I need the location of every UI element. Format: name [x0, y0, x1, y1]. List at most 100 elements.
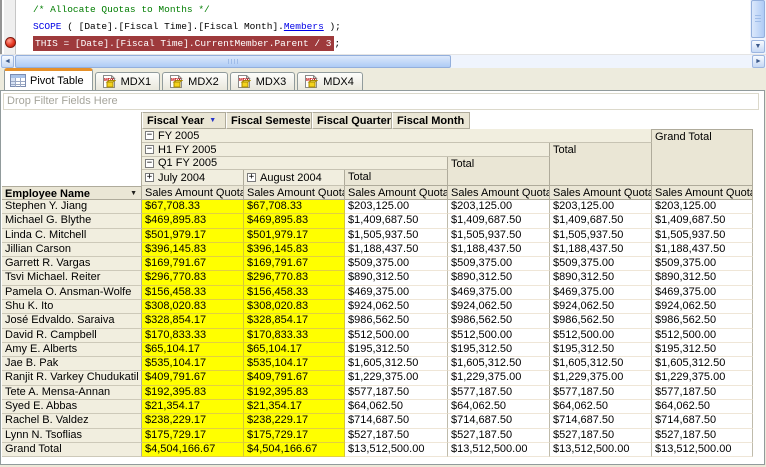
quota-cell[interactable]: $13,512,500.00 [448, 442, 550, 458]
column-member-q1fy2005[interactable]: − Q1 FY 2005 [142, 157, 448, 170]
quota-cell[interactable]: $67,708.33 [244, 200, 345, 215]
quota-cell[interactable]: $469,375.00 [448, 285, 550, 300]
quota-cell[interactable]: $1,505,937.50 [550, 228, 652, 243]
quota-cell[interactable]: $1,188,437.50 [652, 242, 753, 258]
row-header-employee-name[interactable]: Employee Name ▼ [2, 186, 142, 200]
quota-cell[interactable]: $175,729.17 [142, 428, 244, 443]
quota-cell[interactable]: $13,512,500.00 [550, 442, 652, 458]
scroll-right-button[interactable]: ► [752, 55, 765, 68]
quota-cell[interactable]: $577,187.50 [345, 385, 448, 400]
collapse-icon[interactable]: − [145, 144, 154, 154]
employee-row-label[interactable]: Syed E. Abbas [2, 399, 142, 415]
quota-cell[interactable]: $501,979.17 [142, 228, 244, 243]
grand-total-header[interactable]: Grand Total [652, 129, 753, 186]
quota-cell[interactable]: $469,375.00 [652, 285, 753, 300]
employee-row-label[interactable]: Jillian Carson [2, 242, 142, 258]
quota-cell[interactable]: $469,375.00 [345, 285, 448, 300]
quota-cell[interactable]: $64,062.50 [550, 399, 652, 415]
quota-cell[interactable]: $1,188,437.50 [550, 242, 652, 258]
quota-cell[interactable]: $156,458.33 [244, 285, 345, 300]
quota-cell[interactable]: $890,312.50 [345, 271, 448, 286]
quota-cell[interactable]: $1,605,312.50 [448, 357, 550, 372]
quota-cell[interactable]: $1,605,312.50 [652, 357, 753, 372]
field-button-fiscal-month[interactable]: Fiscal Month [392, 112, 470, 129]
quota-cell[interactable]: $192,395.83 [142, 385, 244, 400]
quota-cell[interactable]: $1,229,375.00 [448, 371, 550, 386]
quota-cell[interactable]: $1,409,687.50 [652, 214, 753, 229]
field-button-fiscal-semester[interactable]: Fiscal Semester [226, 112, 312, 129]
editor-vertical-scrollbar[interactable]: ▼ [750, 0, 766, 54]
quota-cell[interactable]: $170,833.33 [244, 328, 345, 343]
quota-cell[interactable]: $1,409,687.50 [448, 214, 550, 229]
quota-cell[interactable]: $714,687.50 [550, 414, 652, 429]
drop-filter-area[interactable]: Drop Filter Fields Here [3, 93, 759, 110]
vertical-scroll-thumb[interactable] [751, 0, 765, 38]
quota-cell[interactable]: $296,770.83 [142, 271, 244, 286]
collapse-icon[interactable]: − [145, 157, 154, 168]
total-header-h1[interactable]: Total [448, 157, 550, 186]
quota-cell[interactable]: $924,062.50 [550, 299, 652, 315]
quota-cell[interactable]: $195,312.50 [550, 342, 652, 358]
quota-cell[interactable]: $308,020.83 [244, 299, 345, 315]
quota-cell[interactable]: $890,312.50 [550, 271, 652, 286]
quota-cell[interactable]: $924,062.50 [345, 299, 448, 315]
quota-cell[interactable]: $509,375.00 [345, 257, 448, 272]
quota-cell[interactable]: $1,229,375.00 [550, 371, 652, 386]
code-line-scope[interactable]: SCOPE ( [Date].[Fiscal Time].[Fiscal Mon… [33, 18, 341, 35]
quota-cell[interactable]: $469,375.00 [550, 285, 652, 300]
collapse-icon[interactable]: − [145, 130, 154, 140]
quota-cell[interactable]: $238,229.17 [244, 414, 345, 429]
quota-cell[interactable]: $527,187.50 [550, 428, 652, 443]
field-button-fiscal-year[interactable]: Fiscal Year ▼ [142, 112, 226, 129]
employee-row-label[interactable]: Ranjit R. Varkey Chudukatil [2, 371, 142, 386]
quota-cell[interactable]: $192,395.83 [244, 385, 345, 400]
employee-row-label[interactable]: Amy E. Alberts [2, 342, 142, 358]
quota-cell[interactable]: $577,187.50 [652, 385, 753, 400]
column-member-h1fy2005[interactable]: − H1 FY 2005 [142, 143, 550, 157]
row-filter-dropdown-icon[interactable]: ▼ [130, 190, 137, 197]
quota-cell[interactable]: $170,833.33 [142, 328, 244, 343]
quota-cell[interactable]: $924,062.50 [652, 299, 753, 315]
quota-cell[interactable]: $169,791.67 [244, 257, 345, 272]
quota-cell[interactable]: $1,409,687.50 [550, 214, 652, 229]
quota-cell[interactable]: $409,791.67 [142, 371, 244, 386]
code-area[interactable]: /* Allocate Quotas to Months */ SCOPE ( … [33, 1, 341, 52]
quota-cell[interactable]: $64,062.50 [345, 399, 448, 415]
quota-cell[interactable]: $195,312.50 [345, 342, 448, 358]
employee-row-label[interactable]: Grand Total [2, 442, 142, 458]
quota-cell[interactable]: $1,605,312.50 [345, 357, 448, 372]
quota-cell[interactable]: $1,505,937.50 [448, 228, 550, 243]
quota-cell[interactable]: $203,125.00 [652, 200, 753, 215]
editor-horizontal-scrollbar[interactable]: ◄ ► [0, 54, 766, 68]
quota-cell[interactable]: $1,188,437.50 [448, 242, 550, 258]
quota-cell[interactable]: $509,375.00 [448, 257, 550, 272]
employee-row-label[interactable]: José Edvaldo. Saraiva [2, 314, 142, 329]
quota-cell[interactable]: $527,187.50 [652, 428, 753, 443]
quota-cell[interactable]: $308,020.83 [142, 299, 244, 315]
employee-row-label[interactable]: Tsvi Michael. Reiter [2, 271, 142, 286]
quota-cell[interactable]: $4,504,166.67 [244, 442, 345, 458]
quota-cell[interactable]: $203,125.00 [448, 200, 550, 215]
measure-header[interactable]: Sales Amount Quota [345, 186, 448, 200]
quota-cell[interactable]: $203,125.00 [550, 200, 652, 215]
scroll-left-button[interactable]: ◄ [1, 55, 14, 68]
quota-cell[interactable]: $1,605,312.50 [550, 357, 652, 372]
quota-cell[interactable]: $67,708.33 [142, 200, 244, 215]
employee-row-label[interactable]: Rachel B. Valdez [2, 414, 142, 429]
quota-cell[interactable]: $64,062.50 [448, 399, 550, 415]
quota-cell[interactable]: $512,500.00 [448, 328, 550, 343]
tab-mdx2[interactable]: MDX MDX2 [162, 72, 228, 90]
tab-mdx1[interactable]: MDX MDX1 [94, 72, 161, 90]
employee-row-label[interactable]: David R. Campbell [2, 328, 142, 343]
quota-cell[interactable]: $577,187.50 [550, 385, 652, 400]
breakpoint-icon[interactable] [5, 37, 16, 48]
quota-cell[interactable]: $469,895.83 [244, 214, 345, 229]
employee-row-label[interactable]: Linda C. Mitchell [2, 228, 142, 243]
quota-cell[interactable]: $512,500.00 [550, 328, 652, 343]
total-header-q1[interactable]: Total [345, 170, 448, 186]
code-line-this[interactable]: THIS = [Date].[Fiscal Time].CurrentMembe… [33, 35, 341, 52]
quota-cell[interactable]: $203,125.00 [345, 200, 448, 215]
quota-cell[interactable]: $509,375.00 [652, 257, 753, 272]
quota-cell[interactable]: $1,505,937.50 [652, 228, 753, 243]
measure-header[interactable]: Sales Amount Quota [448, 186, 550, 200]
